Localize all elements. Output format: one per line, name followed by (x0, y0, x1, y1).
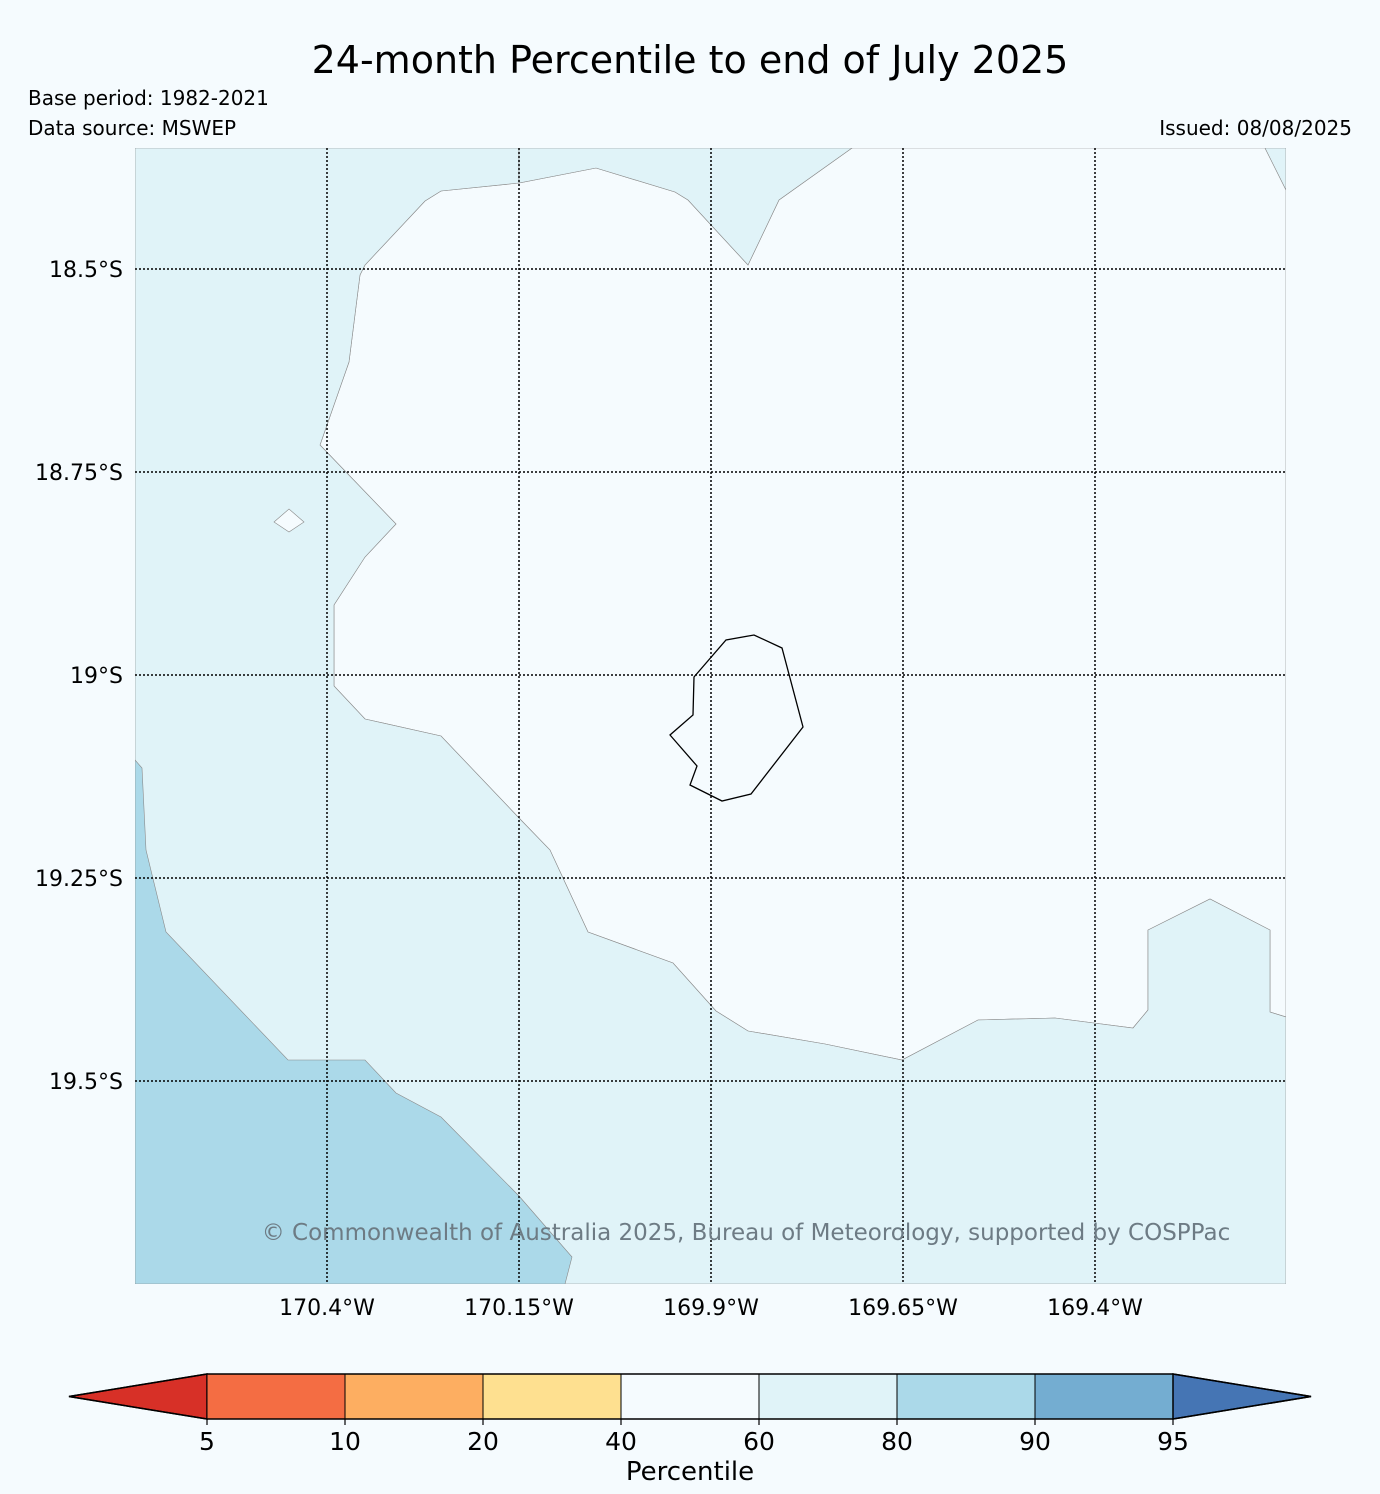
latitude-label: 19.25°S (35, 867, 123, 892)
base-period: Base period: 1982-2021 (28, 86, 269, 110)
longitude-label: 169.65°W (848, 1296, 958, 1321)
data-source: Data source: MSWEP (28, 116, 237, 140)
colorbar-tick-label: 95 (1157, 1427, 1189, 1456)
colorbar-segment (620, 1373, 760, 1420)
latitude-label: 19°S (70, 664, 123, 689)
graticule (135, 148, 1286, 1284)
band-60-80-top (135, 148, 1286, 1284)
colorbar-tick-label: 40 (605, 1427, 637, 1456)
colorbar-tick-label: 90 (1019, 1427, 1051, 1456)
band-40-60-islet (273, 508, 305, 533)
latitude-label: 18.75°S (35, 461, 123, 486)
longitude-labels: 170.4°W 170.15°W 169.9°W 169.65°W 169.4°W (279, 1296, 1143, 1321)
longitude-label: 170.15°W (464, 1296, 574, 1321)
colorbar-extend-low (68, 1373, 208, 1420)
band-80-90 (135, 759, 573, 1284)
colorbar-extend-high (1172, 1373, 1312, 1420)
latitude-label: 19.5°S (49, 1070, 123, 1095)
longitude-label: 170.4°W (279, 1296, 375, 1321)
colorbar-segment (482, 1373, 622, 1420)
longitude-label: 169.4°W (1047, 1296, 1143, 1321)
band-60-80-north (518, 148, 853, 266)
colorbar-segment (896, 1373, 1036, 1420)
colorbar (68, 1373, 1312, 1420)
latitude-label: 18.5°S (49, 258, 123, 283)
latitude-labels: 18.5°S 18.75°S 19°S 19.25°S 19.5°S (35, 258, 123, 1095)
island-outline (669, 634, 804, 802)
colorbar-tick-label: 5 (199, 1427, 215, 1456)
colorbar-segment (344, 1373, 484, 1420)
colorbar-segment (758, 1373, 898, 1420)
longitude-label: 169.9°W (663, 1296, 759, 1321)
colorbar-segment (1034, 1373, 1174, 1420)
colorbar-tick-label: 60 (743, 1427, 775, 1456)
issued-date: Issued: 08/08/2025 (1159, 116, 1352, 140)
colorbar-ticks: 5 10 20 40 60 80 90 95 (199, 1419, 1189, 1456)
colorbar-tick-label: 80 (881, 1427, 913, 1456)
colorbar-label: Percentile (626, 1457, 754, 1487)
colorbar-tick-label: 10 (329, 1427, 361, 1456)
copyright-notice: © Commonwealth of Australia 2025, Bureau… (262, 1220, 1231, 1246)
colorbar-tick-label: 20 (467, 1427, 499, 1456)
map-title: 24-month Percentile to end of July 2025 (311, 38, 1069, 82)
band-60-80-ne (1264, 148, 1286, 191)
colorbar-segment (206, 1373, 346, 1420)
